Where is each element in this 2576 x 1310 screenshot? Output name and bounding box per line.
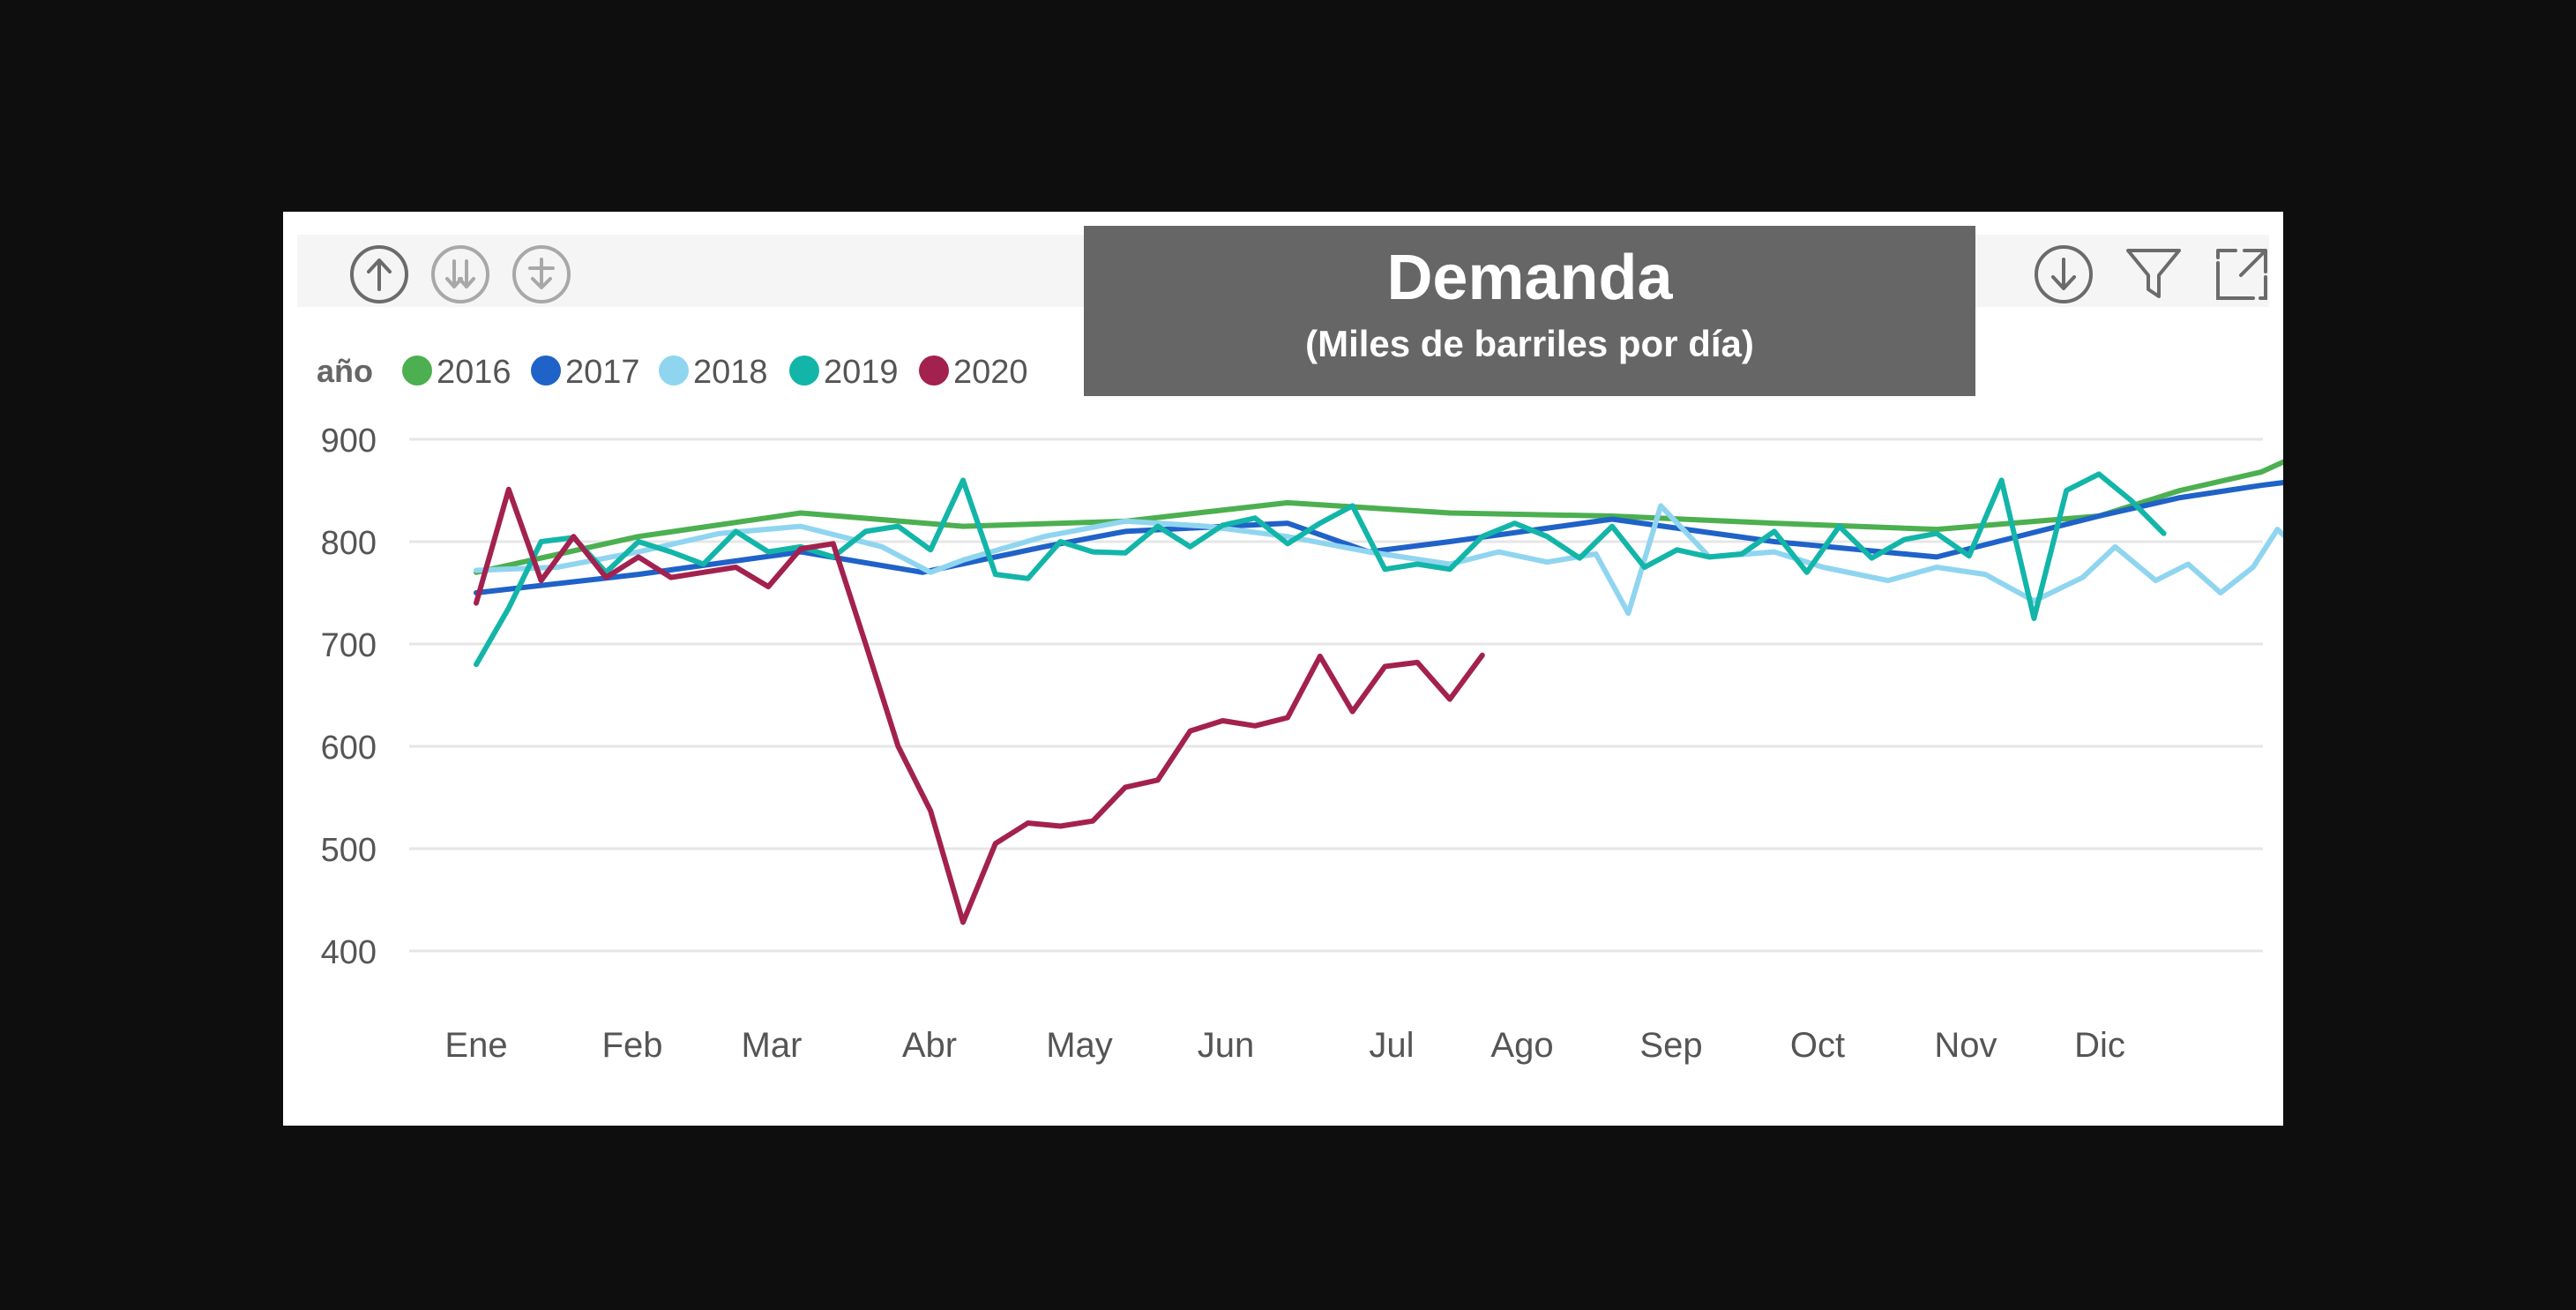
drill-up-icon[interactable] — [347, 242, 412, 307]
line-chart: año 2016 2017 2018 2019 2020 400 500 600 700 800 9… — [317, 353, 2283, 1065]
y-tick-label: 600 — [321, 730, 377, 767]
x-tick-label: Feb — [602, 1026, 663, 1065]
series-line-2019 — [474, 471, 2167, 668]
y-axis: 400 500 600 700 800 900 — [321, 423, 377, 971]
y-tick-label: 800 — [321, 525, 377, 562]
y-tick-label: 500 — [321, 832, 377, 869]
chart-subtitle: (Miles de barriles por día) — [1305, 323, 1754, 364]
series-line-2020 — [474, 486, 1485, 925]
y-tick-label: 700 — [321, 627, 377, 664]
x-tick-label: Sep — [1639, 1026, 1702, 1065]
chart-card: Demanda (Miles de barriles por día) año 2… — [283, 212, 2283, 1126]
legend-marker-2020 — [919, 356, 949, 386]
expand-hierarchy-icon[interactable] — [509, 242, 574, 307]
legend-title: año — [317, 353, 373, 389]
grid-lines — [409, 438, 2263, 953]
drill-down-mode-icon[interactable] — [2031, 242, 2096, 307]
filter-icon[interactable] — [2121, 242, 2186, 307]
legend-label-2018: 2018 — [693, 354, 768, 391]
x-tick-label: May — [1046, 1026, 1113, 1065]
x-tick-label: Mar — [742, 1026, 803, 1065]
legend-label-2019: 2019 — [824, 354, 899, 391]
x-tick-label: Abr — [902, 1026, 957, 1065]
legend-marker-2019 — [789, 356, 819, 386]
legend: año 2016 2017 2018 2019 2020 — [317, 353, 1028, 391]
plot-area — [474, 459, 2283, 925]
legend-label-2020: 2020 — [953, 354, 1028, 391]
y-tick-label: 400 — [321, 934, 377, 971]
x-tick-label: Nov — [1934, 1026, 1997, 1065]
y-tick-label: 900 — [321, 423, 377, 460]
legend-marker-2017 — [531, 356, 561, 386]
legend-marker-2018 — [659, 356, 689, 386]
x-axis: Ene Feb Mar Abr May Jun Jul Ago Sep Oct Nov Dic — [444, 1026, 2124, 1065]
series-line-2018 — [474, 503, 2283, 617]
x-tick-label: Ene — [444, 1026, 507, 1065]
legend-label-2017: 2017 — [565, 354, 640, 391]
drill-down-icon[interactable] — [428, 242, 493, 307]
x-tick-label: Ago — [1490, 1026, 1553, 1065]
legend-marker-2016 — [402, 356, 432, 386]
chart-title-box: Demanda (Miles de barriles por día) — [1084, 226, 1975, 396]
series-line-2016 — [474, 459, 2283, 575]
chart-title: Demanda — [1386, 243, 1673, 313]
legend-label-2016: 2016 — [437, 354, 511, 391]
x-tick-label: Oct — [1790, 1026, 1845, 1065]
x-tick-label: Jul — [1369, 1026, 1414, 1065]
focus-mode-icon[interactable] — [2209, 242, 2274, 307]
x-tick-label: Dic — [2074, 1026, 2125, 1065]
x-tick-label: Jun — [1198, 1026, 1255, 1065]
